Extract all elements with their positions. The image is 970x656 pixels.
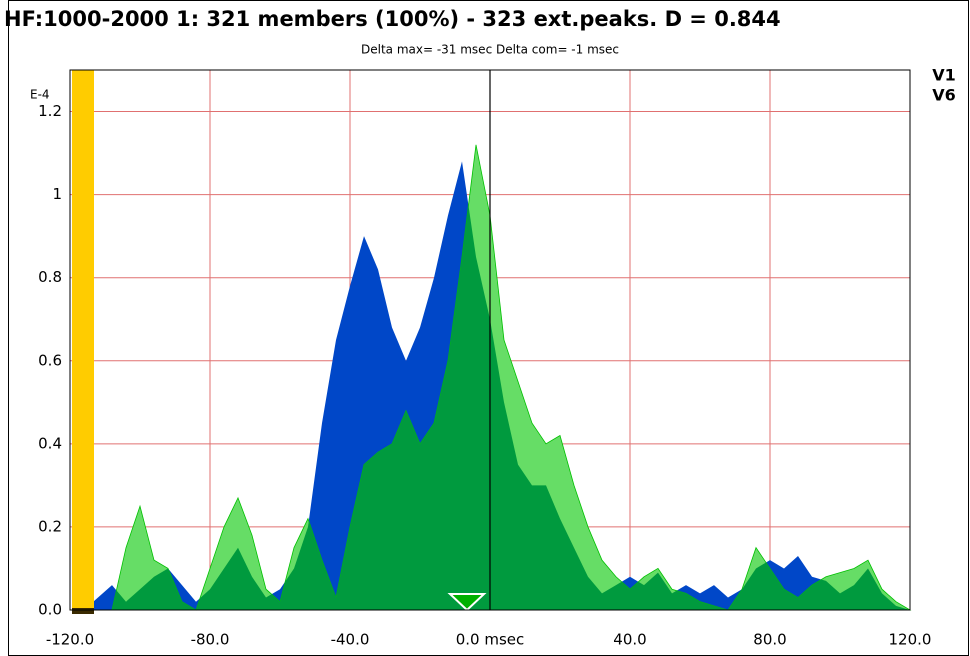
y-tick-label: 0.4 [38, 434, 62, 452]
y-unit-label: E-4 [30, 88, 50, 102]
yellow-band [72, 70, 94, 610]
x-tick-label: -40.0 [331, 631, 370, 649]
dark-marker [72, 608, 94, 614]
x-tick-label: 0.0 msec [456, 631, 525, 649]
chart-subtitle: Delta max= -31 msec Delta com= -1 msec [361, 43, 619, 57]
x-tick-label: -120.0 [46, 631, 94, 649]
y-tick-label: 0.2 [38, 517, 62, 535]
y-tick-label: 0.0 [38, 601, 62, 619]
plot-frame [69, 69, 911, 611]
y-tick-label: 0.6 [38, 351, 62, 369]
chart-title: HF:1000-2000 1: 321 members (100%) - 323… [4, 7, 781, 31]
x-tick-label: 80.0 [753, 631, 786, 649]
marker-triangle [447, 593, 487, 612]
legend-entry: V1 [932, 66, 956, 85]
y-tick-label: 1 [52, 185, 62, 203]
y-tick-label: 0.8 [38, 268, 62, 286]
legend-entry: V6 [932, 86, 956, 105]
x-tick-label: 120.0 [889, 631, 932, 649]
y-tick-label: 1.2 [38, 102, 62, 120]
x-tick-label: 40.0 [613, 631, 646, 649]
x-tick-label: -80.0 [191, 631, 230, 649]
